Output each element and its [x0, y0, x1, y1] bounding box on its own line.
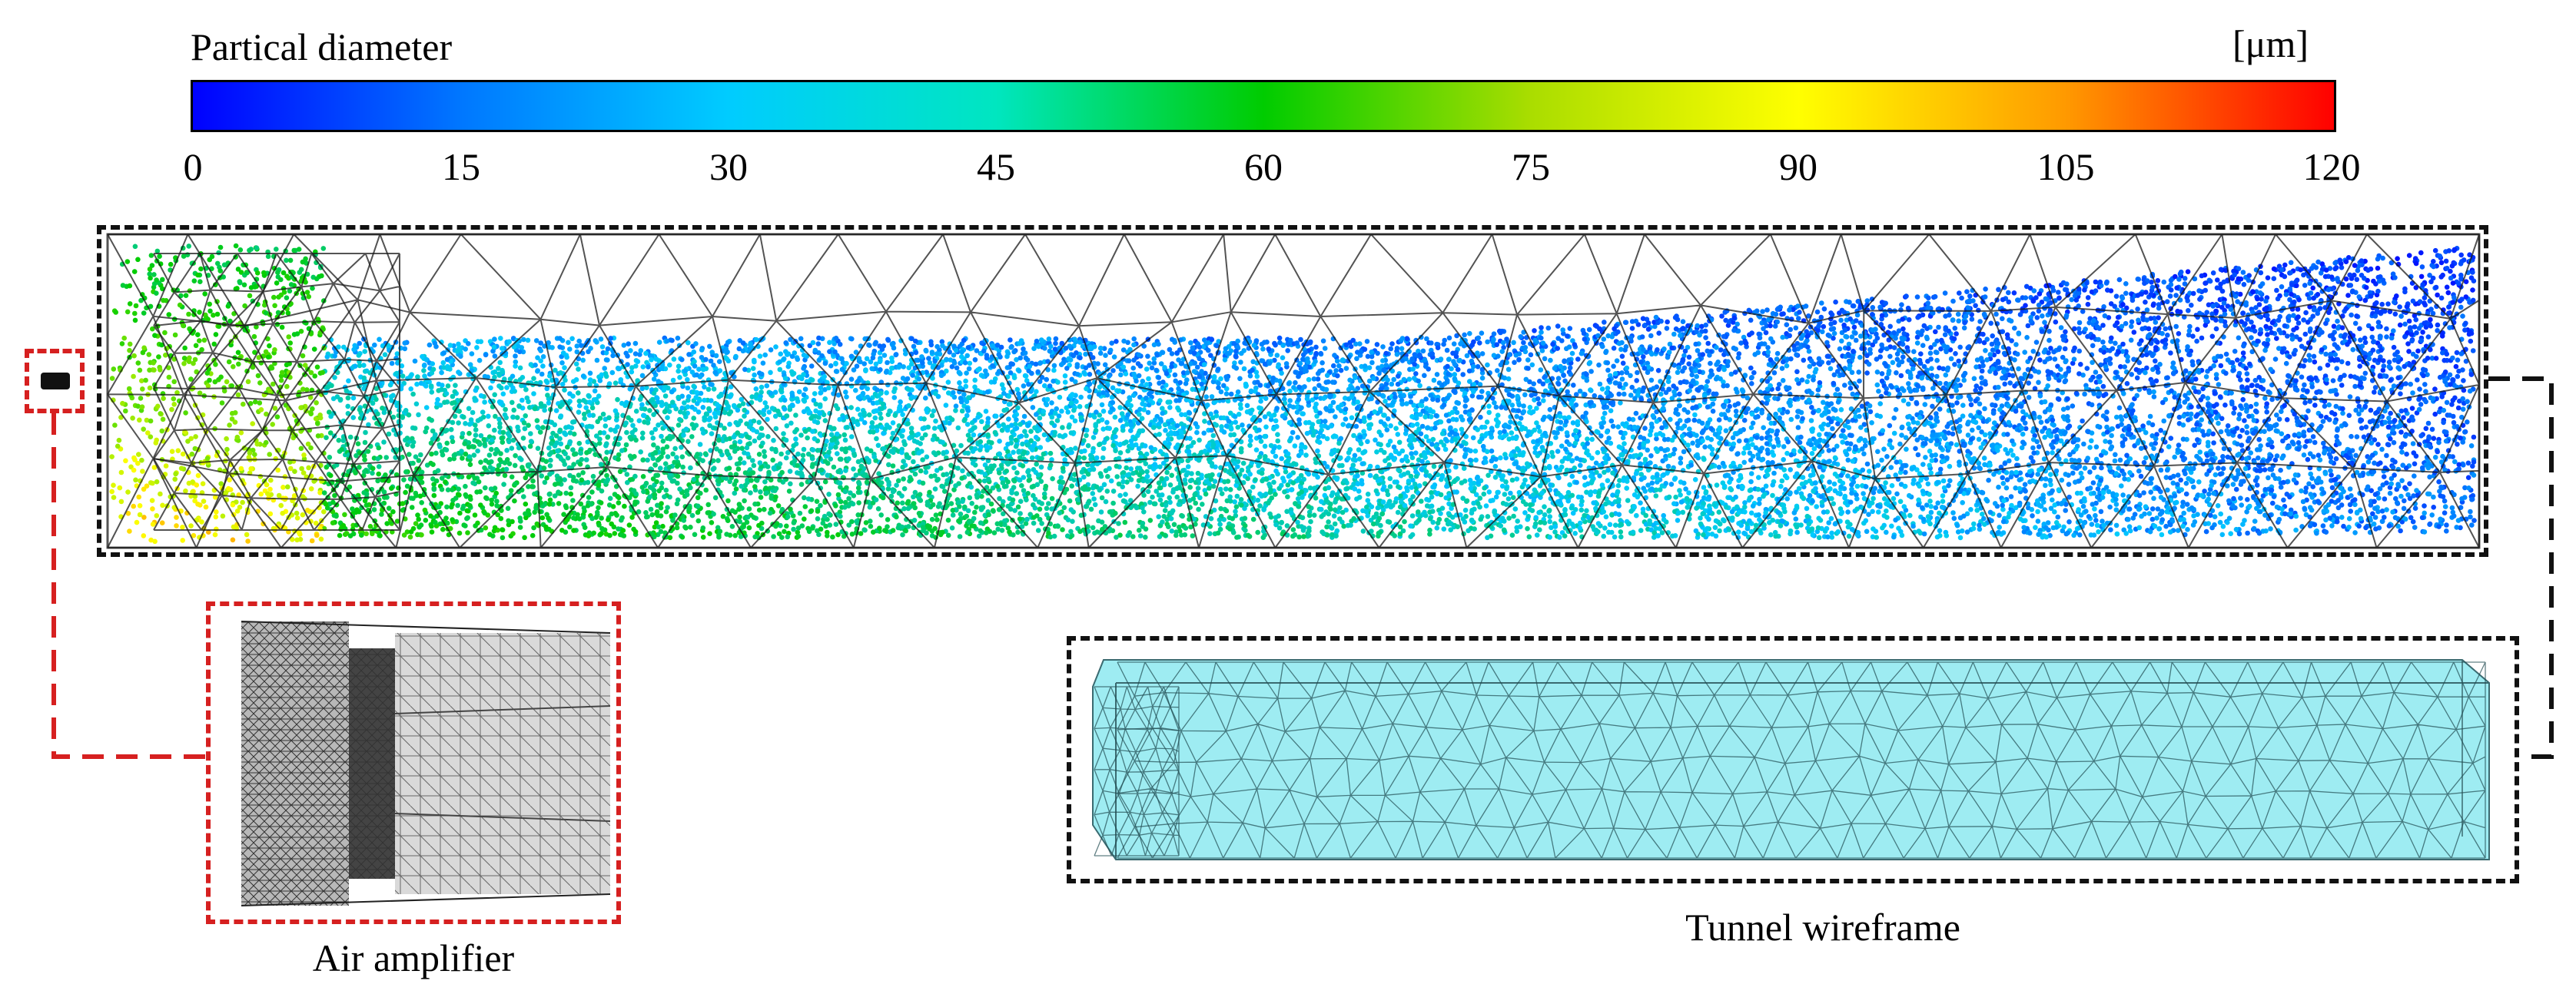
simulation-dashed-frame: [97, 225, 2488, 557]
colorbar-tick: 60: [1244, 145, 1283, 188]
colorbar-tick: 75: [1512, 145, 1550, 188]
colorbar-tick: 45: [977, 145, 1015, 188]
air-amplifier-label: Air amplifier: [312, 936, 515, 979]
tunnel-connector: [2488, 376, 2554, 759]
air-amplifier-connector: [51, 413, 206, 759]
tunnel-mesh: [107, 234, 2480, 548]
colorbar-tick: 15: [442, 145, 480, 188]
colorbar-tick: 105: [2037, 145, 2095, 188]
colorbar-gradient: [191, 80, 2336, 132]
nozzle-highlight-frame: [25, 349, 85, 413]
tunnel-wireframe-label: Tunnel wireframe: [1685, 906, 1960, 949]
colorbar-tick: 0: [183, 145, 203, 188]
air-amplifier-nozzle: [41, 373, 70, 389]
air-amplifier-inset: [206, 601, 621, 924]
colorbar-tick: 30: [709, 145, 748, 188]
tunnel-wireframe-inset: [1067, 636, 2519, 883]
tunnel-wireframe-box: [1092, 659, 2490, 860]
mesh-edges: [153, 253, 400, 531]
colorbar-tick: 120: [2302, 145, 2361, 188]
mesh-edges: [1094, 686, 1180, 857]
colorbar-unit: [μm]: [2232, 22, 2309, 65]
colorbar-tick: 90: [1779, 145, 1817, 188]
colorbar-title: Partical diameter: [191, 25, 453, 68]
mesh-edges: [1117, 661, 2486, 859]
mesh-edges: [107, 234, 2480, 548]
air-amplifier-mesh: [241, 621, 611, 906]
particle-cloud: [109, 243, 2477, 545]
